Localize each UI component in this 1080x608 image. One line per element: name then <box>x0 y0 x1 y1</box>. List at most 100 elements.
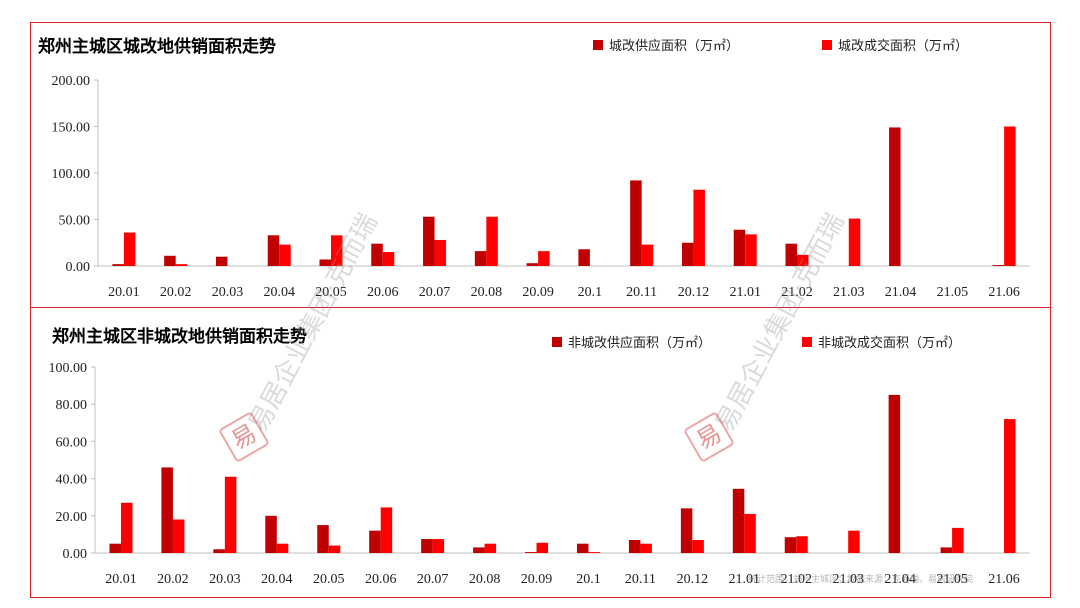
x-tick-label: 21.03 <box>832 572 864 587</box>
legend-label: 非城改供应面积（万㎡） <box>568 335 711 351</box>
bar-deal <box>952 527 964 553</box>
bar-deal <box>797 254 809 266</box>
x-tick-label: 21.04 <box>884 572 916 587</box>
bar-supply <box>784 537 797 553</box>
bar-deal <box>744 513 756 553</box>
y-tick-label: 20.00 <box>56 510 88 525</box>
chart-frame <box>30 22 1051 598</box>
x-tick-label: 20.04 <box>263 285 295 300</box>
x-tick-label: 20.11 <box>625 572 656 587</box>
bar-deal <box>1004 419 1016 553</box>
bar-deal <box>434 239 447 266</box>
x-tick-label: 20.06 <box>367 285 399 300</box>
bar-supply <box>889 127 901 267</box>
legend-label: 城改成交面积（万㎡） <box>838 38 968 54</box>
bar-supply <box>576 543 589 553</box>
bar-deal <box>538 251 550 266</box>
y-tick-label: 100.00 <box>49 361 88 376</box>
x-tick-label: 20.12 <box>677 572 709 587</box>
x-tick-label: 20.04 <box>261 572 293 587</box>
bar-supply <box>112 264 124 266</box>
bar-supply <box>680 508 693 553</box>
bar-deal <box>641 244 654 266</box>
x-tick-label: 21.02 <box>781 285 813 300</box>
bar-supply <box>369 530 381 553</box>
x-tick-label: 20.03 <box>212 285 244 300</box>
bar-deal <box>380 507 393 553</box>
legend-swatch <box>802 337 812 347</box>
chart-divider <box>30 307 1051 308</box>
x-tick-label: 21.06 <box>988 285 1020 300</box>
x-tick-label: 20.05 <box>315 285 347 300</box>
bar-deal <box>693 189 705 266</box>
bar-supply <box>161 467 173 553</box>
x-tick-label: 20.07 <box>419 285 451 300</box>
bar-deal <box>640 543 652 553</box>
bar-supply <box>474 251 487 266</box>
legend-label: 城改供应面积（万㎡） <box>609 38 739 54</box>
bar-supply <box>164 255 176 266</box>
bar-supply <box>265 515 277 553</box>
bar-supply <box>732 488 745 553</box>
bar-supply <box>421 539 433 553</box>
bar-supply <box>317 525 329 553</box>
bar-supply <box>213 549 225 553</box>
chart-title: 郑州主城区城改地供销面积走势 <box>38 36 276 57</box>
bar-deal <box>486 216 498 266</box>
bar-supply <box>681 242 694 266</box>
bar-deal <box>848 530 860 553</box>
bar-deal <box>175 264 188 266</box>
bar-supply <box>526 263 539 266</box>
bar-supply <box>733 229 746 266</box>
x-tick-label: 20.12 <box>678 285 710 300</box>
bar-deal <box>848 218 861 266</box>
x-tick-label: 20.02 <box>160 285 192 300</box>
bar-deal <box>432 539 445 553</box>
x-tick-label: 21.01 <box>729 285 761 300</box>
x-tick-label: 21.01 <box>729 572 761 587</box>
bar-deal <box>796 536 808 553</box>
x-tick-label: 21.05 <box>936 572 968 587</box>
legend-swatch <box>822 40 832 50</box>
bar-supply <box>888 394 901 553</box>
x-tick-label: 20.01 <box>105 572 137 587</box>
y-tick-label: 50.00 <box>59 214 91 229</box>
x-tick-label: 20.09 <box>522 285 554 300</box>
bar-deal <box>588 552 600 553</box>
x-tick-label: 21.06 <box>988 572 1020 587</box>
x-tick-label: 20.03 <box>209 572 241 587</box>
y-tick-label: 0.00 <box>63 547 88 562</box>
x-tick-label: 21.04 <box>885 285 917 300</box>
y-tick-label: 100.00 <box>52 167 91 182</box>
bar-deal <box>1004 126 1016 266</box>
bar-supply <box>371 243 383 266</box>
bar-supply <box>473 547 485 553</box>
x-tick-label: 20.1 <box>578 285 603 300</box>
y-tick-label: 200.00 <box>52 74 91 89</box>
bar-supply <box>319 259 331 266</box>
chart-title: 郑州主城区非城改地供销面积走势 <box>52 326 307 347</box>
bar-deal <box>745 234 757 266</box>
bar-supply <box>578 249 590 266</box>
x-tick-label: 20.05 <box>313 572 345 587</box>
bar-deal <box>536 542 549 553</box>
bar-deal <box>692 539 704 553</box>
bar-deal <box>172 519 185 553</box>
x-tick-label: 20.01 <box>108 285 140 300</box>
legend-label: 非城改成交面积（万㎡） <box>818 335 961 351</box>
bar-deal <box>328 545 341 553</box>
bar-supply <box>630 180 642 266</box>
x-tick-label: 21.02 <box>781 572 813 587</box>
y-tick-label: 40.00 <box>56 473 88 488</box>
x-tick-label: 20.08 <box>471 285 503 300</box>
bar-deal <box>484 543 497 553</box>
x-tick-label: 20.07 <box>417 572 449 587</box>
bar-deal <box>276 543 289 553</box>
legend-swatch <box>593 40 603 50</box>
bar-supply <box>525 552 537 553</box>
x-tick-label: 21.03 <box>833 285 865 300</box>
bar-supply <box>109 543 121 553</box>
x-tick-label: 20.1 <box>576 572 601 587</box>
x-tick-label: 21.05 <box>937 285 969 300</box>
